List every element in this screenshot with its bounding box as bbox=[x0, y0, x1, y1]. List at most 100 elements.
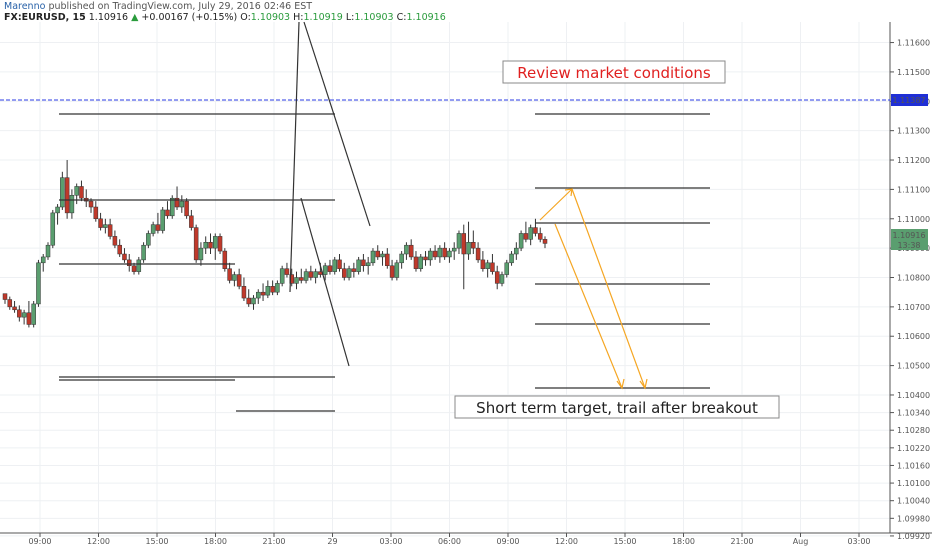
candle-body bbox=[471, 242, 476, 249]
candle-body bbox=[514, 247, 519, 255]
author-name[interactable]: Marenno bbox=[4, 1, 46, 12]
candle bbox=[69, 189, 75, 219]
candle bbox=[136, 256, 142, 275]
open-label: O: bbox=[240, 12, 251, 23]
candle-body bbox=[155, 224, 161, 231]
candle-body bbox=[112, 236, 118, 246]
candle-body bbox=[165, 209, 170, 217]
candle-body bbox=[322, 265, 328, 275]
candle-body bbox=[385, 253, 390, 267]
candle-body bbox=[198, 247, 204, 261]
trend-line-down bbox=[303, 21, 371, 227]
candle-body bbox=[490, 262, 495, 272]
candle-body bbox=[394, 262, 400, 278]
price-axis[interactable]: 1.116001.115001.114001.113001.112001.111… bbox=[890, 39, 930, 541]
candle-body bbox=[217, 236, 223, 252]
last-price-text: 1.10916 bbox=[892, 231, 925, 240]
candle bbox=[423, 251, 428, 266]
candle bbox=[342, 262, 347, 281]
candle-body bbox=[308, 271, 314, 278]
candle-body bbox=[12, 306, 17, 311]
candle bbox=[55, 204, 60, 225]
candle bbox=[131, 262, 137, 275]
candle-series bbox=[2, 160, 548, 328]
candle-body bbox=[408, 244, 414, 258]
candle-body bbox=[480, 259, 486, 269]
candle bbox=[413, 251, 419, 272]
x-tick-label: 18:00 bbox=[672, 537, 695, 546]
candle bbox=[528, 224, 533, 246]
time-axis[interactable]: 09:00 12:00 15:00 18:00 21:00 29 03:00 06:00 09:… bbox=[28, 533, 871, 546]
candle-body bbox=[404, 244, 409, 255]
candle bbox=[7, 296, 13, 310]
y-tick-label: 1.11200 bbox=[897, 156, 930, 165]
low-value: 1.10903 bbox=[354, 12, 394, 23]
candle-body bbox=[442, 247, 447, 258]
y-tick-label: 1.10280 bbox=[897, 426, 930, 435]
candle bbox=[289, 268, 294, 287]
candle-body bbox=[279, 268, 285, 284]
candle bbox=[2, 293, 8, 304]
candle bbox=[184, 198, 189, 219]
candle bbox=[17, 305, 22, 322]
candle-body bbox=[375, 250, 380, 258]
candle-body bbox=[284, 268, 290, 275]
candle-body bbox=[31, 303, 36, 325]
candle bbox=[389, 259, 395, 281]
candle bbox=[399, 251, 404, 269]
target-arrows[interactable] bbox=[539, 188, 648, 390]
candle bbox=[303, 268, 309, 284]
drawing-tools[interactable] bbox=[59, 21, 710, 412]
candle bbox=[117, 239, 122, 257]
y-tick-label: 1.09920 bbox=[897, 532, 930, 541]
high-label: H: bbox=[293, 12, 304, 23]
candle-body bbox=[499, 274, 505, 284]
publish-info: Marenno published on TradingView.com, Ju… bbox=[4, 1, 312, 12]
x-tick-label: Aug bbox=[793, 537, 809, 546]
candle bbox=[375, 245, 380, 260]
candle-body bbox=[179, 200, 185, 208]
candle bbox=[251, 295, 256, 310]
alert-price-badge[interactable]: 1.11387 bbox=[891, 94, 928, 106]
last-value: 1.10916 bbox=[88, 12, 129, 23]
review-callout[interactable]: Review market conditions bbox=[502, 60, 726, 84]
candle bbox=[246, 289, 251, 307]
candle-body bbox=[475, 247, 481, 261]
candle bbox=[432, 245, 438, 260]
target-callout[interactable]: Short term target, trail after breakout bbox=[454, 395, 780, 419]
y-tick-label: 1.10500 bbox=[897, 362, 930, 371]
candle-body bbox=[93, 206, 99, 220]
candle bbox=[418, 254, 424, 272]
candle-body bbox=[361, 259, 366, 267]
x-tick-label: 09:00 bbox=[496, 537, 519, 546]
candle-body bbox=[389, 265, 395, 278]
candle-body bbox=[232, 274, 237, 281]
candle-body bbox=[270, 286, 275, 293]
candle bbox=[189, 209, 194, 231]
candle bbox=[165, 201, 170, 219]
candle bbox=[370, 248, 376, 266]
candle-body bbox=[45, 244, 51, 258]
candle-body bbox=[356, 259, 361, 272]
candle-body bbox=[365, 262, 371, 267]
candle bbox=[533, 218, 538, 237]
candle-body bbox=[346, 268, 352, 278]
y-tick-label: 1.10400 bbox=[897, 391, 930, 400]
low-label: L: bbox=[345, 12, 355, 23]
candle-body bbox=[236, 274, 242, 287]
ohlc-legend: FX:EURUSD, 15 1.10916 ▲ +0.00167 (+0.15%… bbox=[4, 12, 446, 23]
candle-body bbox=[275, 283, 280, 293]
candle-body bbox=[437, 247, 443, 258]
candle-body bbox=[69, 195, 75, 214]
candle bbox=[21, 309, 27, 325]
candle-body bbox=[351, 268, 357, 272]
publish-text: published on TradingView.com, July 29, 2… bbox=[48, 1, 313, 12]
candle bbox=[275, 280, 280, 296]
candle bbox=[394, 259, 400, 281]
candle-body bbox=[299, 277, 304, 281]
last-price-badge[interactable]: 1.10916 13:38 bbox=[891, 229, 928, 250]
candle bbox=[146, 230, 151, 249]
y-tick-label: 1.10160 bbox=[897, 461, 930, 470]
candle-body bbox=[131, 265, 137, 272]
